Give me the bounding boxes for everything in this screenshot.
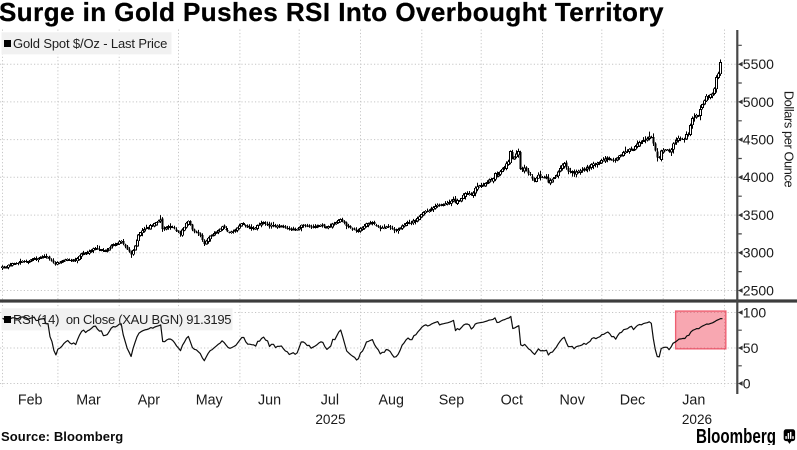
svg-text:Jan: Jan <box>682 393 705 409</box>
svg-text:50: 50 <box>743 340 759 356</box>
svg-text:Gold Spot $/Oz - Last Price: Gold Spot $/Oz - Last Price <box>13 36 167 51</box>
svg-text:5000: 5000 <box>743 94 774 110</box>
svg-text:Jun: Jun <box>258 393 281 409</box>
svg-text:Nov: Nov <box>559 393 585 409</box>
svg-text:Sep: Sep <box>439 393 464 409</box>
svg-text:4500: 4500 <box>743 132 774 148</box>
svg-text:Dollars per Ounce: Dollars per Ounce <box>782 91 797 188</box>
svg-text:3000: 3000 <box>743 245 774 261</box>
svg-text:0: 0 <box>743 375 751 391</box>
svg-text:May: May <box>196 393 224 409</box>
svg-text:Dec: Dec <box>620 393 645 409</box>
svg-text:Jul: Jul <box>321 393 339 409</box>
svg-text:Bloomberg: Bloomberg <box>696 425 776 445</box>
svg-text:RSI (14) on Close (XAU BGN) 9: RSI (14) on Close (XAU BGN) 91.3195 <box>13 312 231 327</box>
svg-text:Apr: Apr <box>138 393 160 409</box>
svg-text:2025: 2025 <box>315 412 345 427</box>
svg-text:2026: 2026 <box>682 412 712 427</box>
svg-text:5500: 5500 <box>743 56 774 72</box>
svg-text:Surge in Gold Pushes RSI Into: Surge in Gold Pushes RSI Into Overbought… <box>0 0 664 27</box>
svg-text:2500: 2500 <box>743 282 774 298</box>
svg-text:3500: 3500 <box>743 207 774 223</box>
svg-text:100: 100 <box>743 304 767 320</box>
svg-text:Feb: Feb <box>18 393 43 409</box>
svg-text:Oct: Oct <box>501 393 523 409</box>
svg-text:4000: 4000 <box>743 169 774 185</box>
svg-text:Aug: Aug <box>378 393 403 409</box>
svg-text:Mar: Mar <box>76 393 101 409</box>
svg-text:Source: Bloomberg: Source: Bloomberg <box>1 429 123 444</box>
